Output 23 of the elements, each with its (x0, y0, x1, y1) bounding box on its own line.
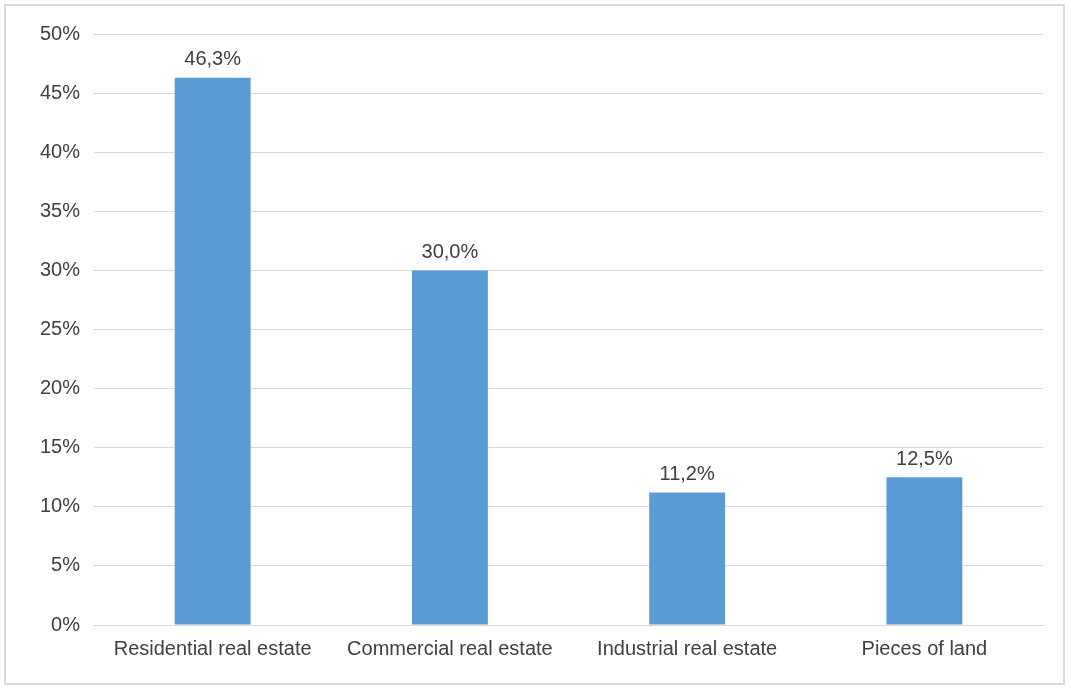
x-tick-label: Industrial real estate (597, 636, 778, 659)
bar (649, 492, 726, 625)
x-tick-label: Pieces of land (861, 636, 988, 659)
x-tick-label: Residential real estate (113, 636, 312, 659)
data-label: 46,3% (184, 47, 242, 70)
y-tick-label: 50% (40, 21, 81, 44)
data-label: 30,0% (421, 239, 479, 262)
y-tick-label: 20% (40, 376, 81, 399)
bar (411, 270, 488, 625)
data-label: 12,5% (896, 446, 953, 469)
y-tick-label: 30% (40, 257, 81, 280)
y-tick-label: 15% (40, 435, 81, 458)
x-tick-label: Commercial real estate (347, 636, 553, 659)
y-tick-label: 40% (40, 139, 81, 162)
y-tick-label: 10% (40, 494, 81, 517)
y-tick-label: 5% (51, 553, 81, 576)
bar (174, 77, 251, 625)
y-tick-label: 35% (40, 198, 81, 221)
y-tick-label: 25% (40, 317, 81, 340)
data-label: 11,2% (659, 462, 715, 485)
bar (886, 477, 963, 625)
y-tick-label: 45% (40, 80, 81, 103)
y-tick-label: 0% (51, 612, 81, 635)
